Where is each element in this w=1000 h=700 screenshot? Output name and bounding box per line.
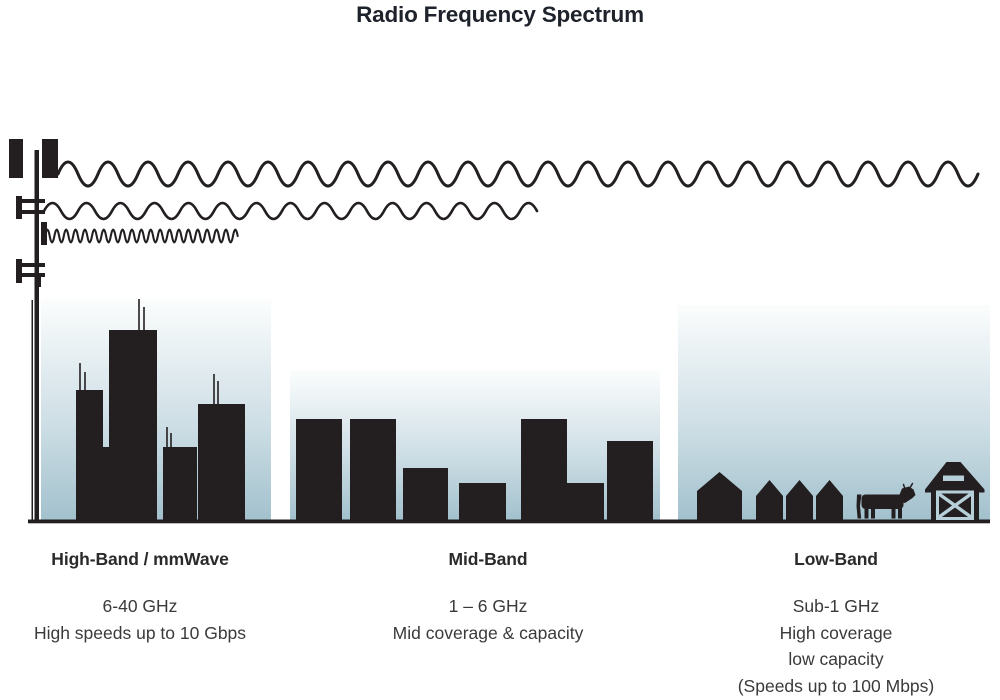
building <box>350 419 396 521</box>
building <box>459 483 506 521</box>
building <box>403 468 448 521</box>
house-icon <box>786 480 813 521</box>
skyscraper <box>103 447 109 521</box>
cow-icon <box>856 482 916 519</box>
mid-band-heading: Mid-Band <box>448 549 528 569</box>
mid-band-skyline <box>296 419 653 521</box>
low-band-frequency: Sub-1 GHz <box>792 596 880 616</box>
barn-door-crossbuck <box>938 492 972 519</box>
mid-frequency-wave <box>42 201 539 221</box>
barn-icon <box>925 462 985 520</box>
tower-part <box>9 139 23 178</box>
tower-part <box>37 277 41 287</box>
skyscraper <box>109 330 157 521</box>
cow-part <box>871 505 875 519</box>
tower-part <box>18 210 45 214</box>
building <box>567 483 604 521</box>
low-band-scene <box>697 462 985 521</box>
low-band-heading: Low-Band <box>794 549 878 569</box>
tower-part <box>18 263 45 267</box>
page-title: Radio Frequency Spectrum <box>356 2 644 27</box>
building <box>521 419 567 521</box>
low-band-description-capacity: low capacity <box>788 649 884 669</box>
tower-part <box>16 259 22 283</box>
tower-part <box>42 139 58 178</box>
building <box>607 441 653 521</box>
low-band-caption: Low-Band Sub-1 GHz High coverage low cap… <box>696 549 976 699</box>
tower-part <box>18 199 45 203</box>
low-band-description-speed: (Speeds up to 100 Mbps) <box>737 675 935 696</box>
cow-tail <box>856 494 862 519</box>
spectrum-illustration <box>9 139 990 524</box>
tower-part <box>34 150 39 522</box>
house-icon <box>697 472 742 521</box>
cow-part <box>891 505 896 519</box>
tower-part <box>18 273 45 277</box>
house-icon <box>816 480 843 521</box>
low-frequency-wave <box>56 160 980 188</box>
skyscraper <box>76 390 103 521</box>
cow-part <box>898 505 902 519</box>
high-band-description: High speeds up to 10 Gbps <box>33 622 247 643</box>
barn-vent <box>943 475 964 481</box>
mid-band-description: Mid coverage & capacity <box>392 622 584 643</box>
ground-line <box>28 519 990 524</box>
cow-part <box>864 505 869 519</box>
low-band-description-coverage: High coverage <box>779 622 893 643</box>
cell-tower-icon <box>9 139 58 522</box>
high-frequency-wave <box>43 228 239 244</box>
high-band-skyline <box>76 299 245 521</box>
mid-band-frequency: 1 – 6 GHz <box>448 596 528 616</box>
skyscraper <box>198 404 245 521</box>
house-icon <box>756 480 783 521</box>
high-band-caption: High-Band / mmWave 6-40 GHz High speeds … <box>0 549 280 646</box>
tower-part <box>31 300 33 522</box>
high-band-frequency: 6-40 GHz <box>102 596 178 616</box>
high-band-heading: High-Band / mmWave <box>51 549 229 569</box>
cow-horn <box>909 482 914 488</box>
tower-part <box>16 196 22 219</box>
skyscraper <box>163 447 197 521</box>
cow-horn <box>902 483 906 490</box>
tower-part <box>41 222 47 245</box>
cow-head <box>897 486 916 503</box>
building <box>296 419 342 521</box>
mid-band-caption: Mid-Band 1 – 6 GHz Mid coverage & capaci… <box>348 549 628 646</box>
